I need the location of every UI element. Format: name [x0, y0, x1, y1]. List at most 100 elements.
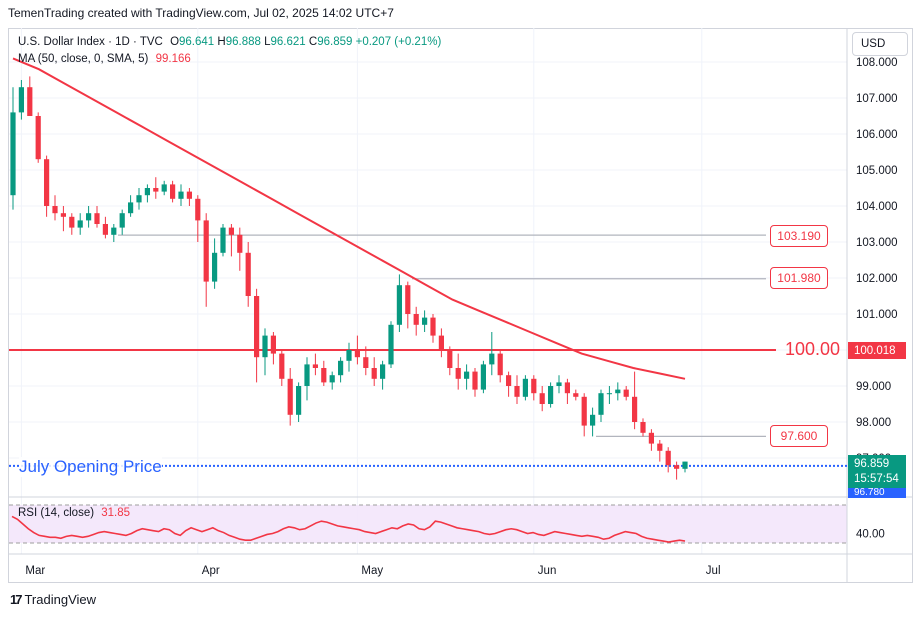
rsi-line	[11, 515, 686, 543]
candle-body	[203, 220, 209, 282]
rsi-value: 31.85	[101, 507, 131, 519]
countdown-value: 15:57:54	[854, 472, 899, 485]
price-tick-label: 102.000	[856, 273, 898, 285]
candle-body	[262, 335, 268, 358]
candle-body	[682, 461, 688, 469]
candle-body	[228, 227, 234, 235]
candle-body	[464, 371, 470, 379]
attribution-text: TemenTrading created with TradingView.co…	[8, 6, 394, 20]
time-axis-ticks: Mar Apr May Jun Jul	[25, 565, 720, 577]
candle-body	[338, 360, 344, 376]
candle-body	[237, 234, 243, 253]
candle-body	[665, 450, 671, 466]
candle-body	[178, 191, 184, 199]
symbol-label[interactable]: U.S. Dollar Index · 1D · TVC	[18, 36, 163, 48]
candle-body	[296, 386, 302, 415]
candle-body	[514, 386, 520, 397]
horizontal-levels	[9, 234, 847, 467]
candle-body	[598, 393, 604, 415]
candle-body	[430, 317, 436, 336]
candle-body	[69, 216, 75, 228]
candle-body	[581, 396, 587, 426]
candle-body	[447, 350, 453, 368]
close-label: C	[308, 36, 318, 48]
candle-body	[556, 382, 562, 386]
price-tick-label: 108.000	[856, 57, 898, 69]
candle-body	[472, 371, 478, 390]
ma-line	[12, 57, 686, 380]
open-label: O	[170, 36, 180, 48]
candle-body	[321, 368, 327, 383]
level-103-tag: 103.190	[770, 225, 828, 247]
candle-body	[35, 116, 41, 160]
close-value: 96.859	[317, 36, 353, 48]
candle-body	[10, 112, 16, 196]
last-price-value: 96.859	[854, 457, 890, 470]
rsi-legend[interactable]: RSI (14, close) 31.85	[18, 507, 130, 519]
candle-body	[161, 184, 167, 192]
candle-body	[531, 378, 537, 394]
high-label: H	[217, 36, 226, 48]
candle-body	[128, 202, 134, 214]
price-tick-label: 98.000	[856, 417, 891, 429]
candle-series	[10, 76, 688, 480]
level-101-tag: 101.980	[770, 267, 828, 289]
time-tick-label: Mar	[25, 565, 45, 577]
candle-body	[438, 335, 444, 350]
level-100-label: 100.00	[785, 339, 841, 359]
high-value: 96.888	[225, 36, 261, 48]
july-open-axis-tag: 96.780	[848, 488, 906, 498]
candle-body	[388, 324, 394, 365]
change-value: +0.207 (+0.21%)	[355, 36, 442, 48]
candle-body	[329, 375, 335, 383]
candle-body	[363, 357, 369, 368]
candle-body	[632, 396, 638, 422]
candle-body	[648, 432, 654, 444]
candle-body	[522, 378, 528, 397]
candle-body	[245, 252, 251, 296]
axis-100-tag: 100.018	[848, 342, 906, 359]
candle-body	[564, 382, 570, 394]
candle-body	[111, 227, 117, 235]
candle-body	[455, 368, 461, 379]
candle-body	[396, 285, 402, 325]
candle-body	[371, 368, 377, 379]
candle-body	[657, 443, 663, 451]
candle-body	[270, 335, 276, 354]
currency-button[interactable]: USD	[852, 32, 908, 56]
low-value: 96.621	[270, 36, 306, 48]
candle-body	[623, 389, 629, 397]
price-tick-label: 104.000	[856, 201, 898, 213]
rsi-series	[11, 515, 686, 543]
candle-body	[615, 389, 621, 394]
candle-body	[346, 350, 352, 361]
open-value: 96.641	[179, 36, 215, 48]
candle-body	[102, 224, 108, 235]
rsi-band	[9, 505, 847, 543]
price-tick-label: 99.000	[856, 381, 891, 393]
candle-body	[254, 296, 260, 358]
ohlc-legend: U.S. Dollar Index · 1D · TVC O96.641 H96…	[18, 36, 441, 48]
candle-body	[506, 375, 512, 386]
candle-body	[144, 188, 150, 196]
candle-body	[212, 252, 218, 282]
chart-frame	[8, 28, 913, 583]
time-tick-label: Apr	[202, 565, 220, 577]
candle-body	[640, 422, 646, 433]
candle-body	[380, 364, 386, 379]
candle-body	[413, 314, 419, 325]
candle-body	[86, 213, 92, 221]
candle-body	[186, 191, 192, 199]
candle-body	[590, 414, 596, 426]
candle-body	[287, 378, 293, 415]
candle-body	[153, 188, 159, 192]
level-97-tag: 97.600	[770, 425, 828, 447]
ma-value: 99.166	[155, 53, 191, 65]
candle-body	[27, 87, 33, 116]
candle-body	[77, 220, 83, 228]
ma-legend[interactable]: MA (50, close, 0, SMA, 5) 99.166	[18, 53, 191, 65]
time-tick-label: Jun	[538, 565, 557, 577]
footer-brand[interactable]: 17 TradingView	[10, 592, 96, 607]
time-tick-label: Jul	[706, 565, 721, 577]
